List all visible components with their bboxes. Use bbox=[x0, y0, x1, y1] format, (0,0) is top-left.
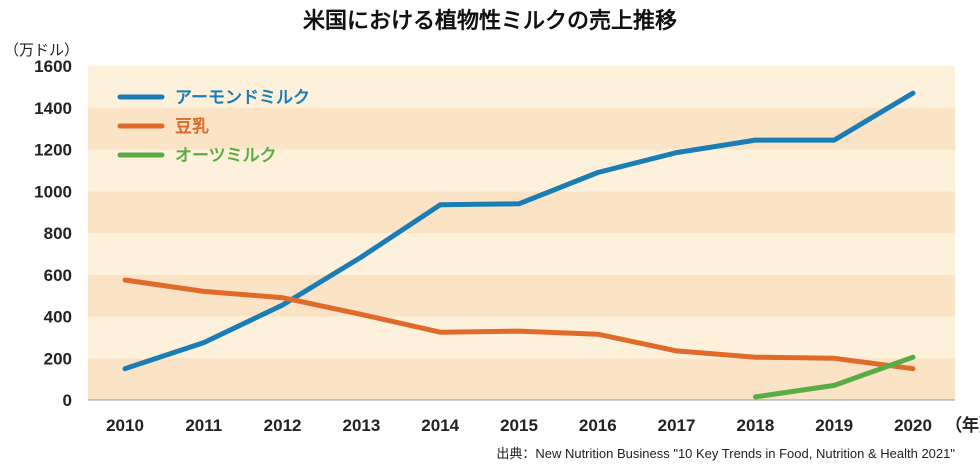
y-tick-label: 0 bbox=[63, 391, 72, 410]
x-tick-label: 2019 bbox=[815, 416, 853, 435]
background-band bbox=[88, 274, 955, 317]
background-band bbox=[88, 149, 955, 192]
background-bands bbox=[88, 66, 955, 400]
x-tick-label: 2011 bbox=[185, 416, 222, 435]
background-band bbox=[88, 107, 955, 150]
background-band bbox=[88, 358, 955, 400]
x-tick-label: 2020 bbox=[894, 416, 932, 435]
background-band bbox=[88, 191, 955, 233]
background-band bbox=[88, 233, 955, 275]
x-tick-label: 2012 bbox=[264, 416, 302, 435]
y-tick-label: 1600 bbox=[34, 57, 72, 76]
y-axis-ticks: 0 200 400 600 800 1000 1200 1400 1600 bbox=[34, 57, 72, 410]
legend-label: オーツミルク bbox=[175, 146, 277, 166]
source-note: 出典：New Nutrition Business "10 Key Trends… bbox=[496, 446, 955, 461]
y-tick-label: 400 bbox=[44, 308, 72, 327]
x-tick-label: 2013 bbox=[342, 416, 380, 435]
y-tick-label: 800 bbox=[44, 224, 72, 243]
y-axis-unit: （万ドル） bbox=[4, 41, 79, 59]
background-band bbox=[88, 316, 955, 359]
background-band bbox=[88, 66, 955, 108]
x-tick-label: 2017 bbox=[658, 416, 696, 435]
x-tick-label: 2010 bbox=[106, 416, 144, 435]
x-tick-label: 2018 bbox=[736, 416, 774, 435]
chart-title: 米国における植物性ミルクの売上推移 bbox=[303, 8, 677, 34]
x-tick-label: 2016 bbox=[579, 416, 617, 435]
x-tick-label: 2014 bbox=[421, 416, 459, 435]
x-axis-unit: （年） bbox=[945, 415, 980, 435]
legend-label: 豆乳 bbox=[175, 116, 209, 137]
y-tick-label: 200 bbox=[44, 349, 72, 368]
x-tick-label: 2015 bbox=[500, 416, 538, 435]
y-tick-label: 1200 bbox=[34, 141, 72, 160]
y-tick-label: 1400 bbox=[34, 99, 72, 118]
legend-label: アーモンドミルク bbox=[175, 88, 310, 108]
y-tick-label: 1000 bbox=[34, 182, 72, 201]
series-lines bbox=[122, 90, 916, 400]
x-axis-ticks: 2010 2011 2012 2013 2014 2015 2016 2017 2018 2019… bbox=[106, 416, 932, 435]
y-tick-label: 600 bbox=[44, 266, 72, 285]
